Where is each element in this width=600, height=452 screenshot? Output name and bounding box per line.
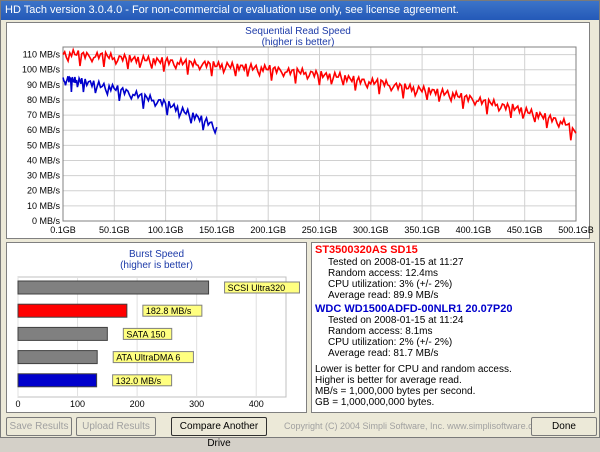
burst-bar xyxy=(17,280,210,295)
drive2-tested: Tested on 2008-01-15 at 11:24 xyxy=(328,315,464,326)
y-tick-label: 90 MB/s xyxy=(27,80,61,90)
burst-x-tick-label: 300 xyxy=(189,399,204,409)
burst-label-box xyxy=(112,351,194,364)
compare-another-drive-button[interactable]: Compare Another Drive xyxy=(171,417,267,449)
x-tick-label: 450.1GB xyxy=(507,225,543,235)
sequential-read-chart: 0 MB/s 10 MB/s 20 MB/s 30 MB/s 40 MB/s 50 MB/… xyxy=(22,46,594,235)
burst-chart-subtitle: (higher is better) xyxy=(120,260,193,271)
x-tick-label: 250.1GB xyxy=(302,225,338,235)
drive2-name: WDC WD1500ADFD-00NLR1 20.07P20 xyxy=(315,303,513,315)
results-info-panel: ST3500320AS SD15 Tested on 2008-01-15 at… xyxy=(311,242,595,413)
y-tick-label: 20 MB/s xyxy=(27,186,61,196)
burst-label-box xyxy=(224,281,300,294)
drive2-average-read: Average read: 81.7 MB/s xyxy=(328,348,439,359)
y-tick-label: 0 MB/s xyxy=(32,216,61,226)
x-tick-label: 400.1GB xyxy=(456,225,492,235)
save-results-button[interactable]: Save Results xyxy=(6,417,72,436)
sequential-chart-title: Sequential Read Speed xyxy=(245,26,351,37)
note-line: GB = 1,000,000,000 bytes. xyxy=(315,397,435,408)
drive1-random-access: Random access: 12.4ms xyxy=(328,268,439,279)
burst-x-tick-label: 200 xyxy=(130,399,145,409)
y-tick-label: 100 MB/s xyxy=(22,65,61,75)
burst-bar-label: 182.8 MB/s xyxy=(146,306,192,316)
burst-label-box xyxy=(142,304,203,317)
burst-chart-title: Burst Speed xyxy=(128,249,185,260)
x-tick-label: 200.1GB xyxy=(250,225,286,235)
window-title: HD Tach version 3.0.4.0 - For non-commer… xyxy=(1,1,599,20)
y-tick-label: 110 MB/s xyxy=(23,50,61,60)
note-line: MB/s = 1,000,000 bytes per second. xyxy=(315,386,476,397)
y-tick-label: 30 MB/s xyxy=(27,171,61,181)
burst-bar xyxy=(17,303,128,318)
drive2-cpu: CPU utilization: 2% (+/- 2%) xyxy=(328,337,453,348)
plot-area-frame xyxy=(62,46,577,222)
drive1-tested: Tested on 2008-01-15 at 11:27 xyxy=(328,257,464,268)
series-line-red xyxy=(62,47,577,141)
drive1-name: ST3500320AS SD15 xyxy=(315,244,418,256)
burst-bar xyxy=(17,350,98,365)
burst-bar xyxy=(17,373,98,388)
burst-bar-label: 132.0 MB/s xyxy=(116,376,162,386)
x-tick-label: 150.1GB xyxy=(199,225,235,235)
x-tick-label: 0.1GB xyxy=(50,225,76,235)
x-tick-label: 100.1GB xyxy=(148,225,184,235)
y-tick-label: 50 MB/s xyxy=(27,140,61,150)
burst-x-tick-label: 400 xyxy=(249,399,264,409)
burst-label-box xyxy=(122,327,173,340)
note-line: Lower is better for CPU and random acces… xyxy=(315,364,512,375)
sequential-chart-subtitle: (higher is better) xyxy=(261,37,335,48)
burst-label-box xyxy=(112,374,173,387)
series-line-blue xyxy=(62,75,218,136)
x-tick-label: 350.1GB xyxy=(404,225,440,235)
burst-x-tick-label: 100 xyxy=(70,399,85,409)
y-tick-label: 10 MB/s xyxy=(27,201,61,211)
x-tick-label: 50.1GB xyxy=(99,225,130,235)
upload-results-button[interactable]: Upload Results xyxy=(76,417,156,436)
drive2-random-access: Random access: 8.1ms xyxy=(328,326,433,337)
y-tick-label: 70 MB/s xyxy=(27,110,61,120)
x-tick-label: 300.1GB xyxy=(353,225,389,235)
burst-x-tick-label: 0 xyxy=(15,399,20,409)
y-tick-label: 40 MB/s xyxy=(27,155,61,165)
y-tick-label: 60 MB/s xyxy=(27,125,61,135)
burst-bar-label: SATA 150 xyxy=(126,329,165,339)
drive1-cpu: CPU utilization: 3% (+/- 2%) xyxy=(328,279,453,290)
x-tick-label: 500.1GB xyxy=(558,225,594,235)
done-button[interactable]: Done xyxy=(531,417,597,436)
y-tick-label: 80 MB/s xyxy=(27,95,61,105)
drive1-average-read: Average read: 89.9 MB/s xyxy=(328,290,439,301)
burst-speed-chart: 0 100 200 300 400 SCSI Ultra320 182.8 MB/s SATA… xyxy=(15,276,300,409)
copyright-text: Copyright (C) 2004 Simpli Software, Inc.… xyxy=(284,421,546,431)
burst-bar-label: ATA UltraDMA 6 xyxy=(116,353,180,363)
burst-bar-label: SCSI Ultra320 xyxy=(228,283,286,293)
burst-bar xyxy=(17,326,108,341)
note-line: Higher is better for average read. xyxy=(315,375,462,386)
